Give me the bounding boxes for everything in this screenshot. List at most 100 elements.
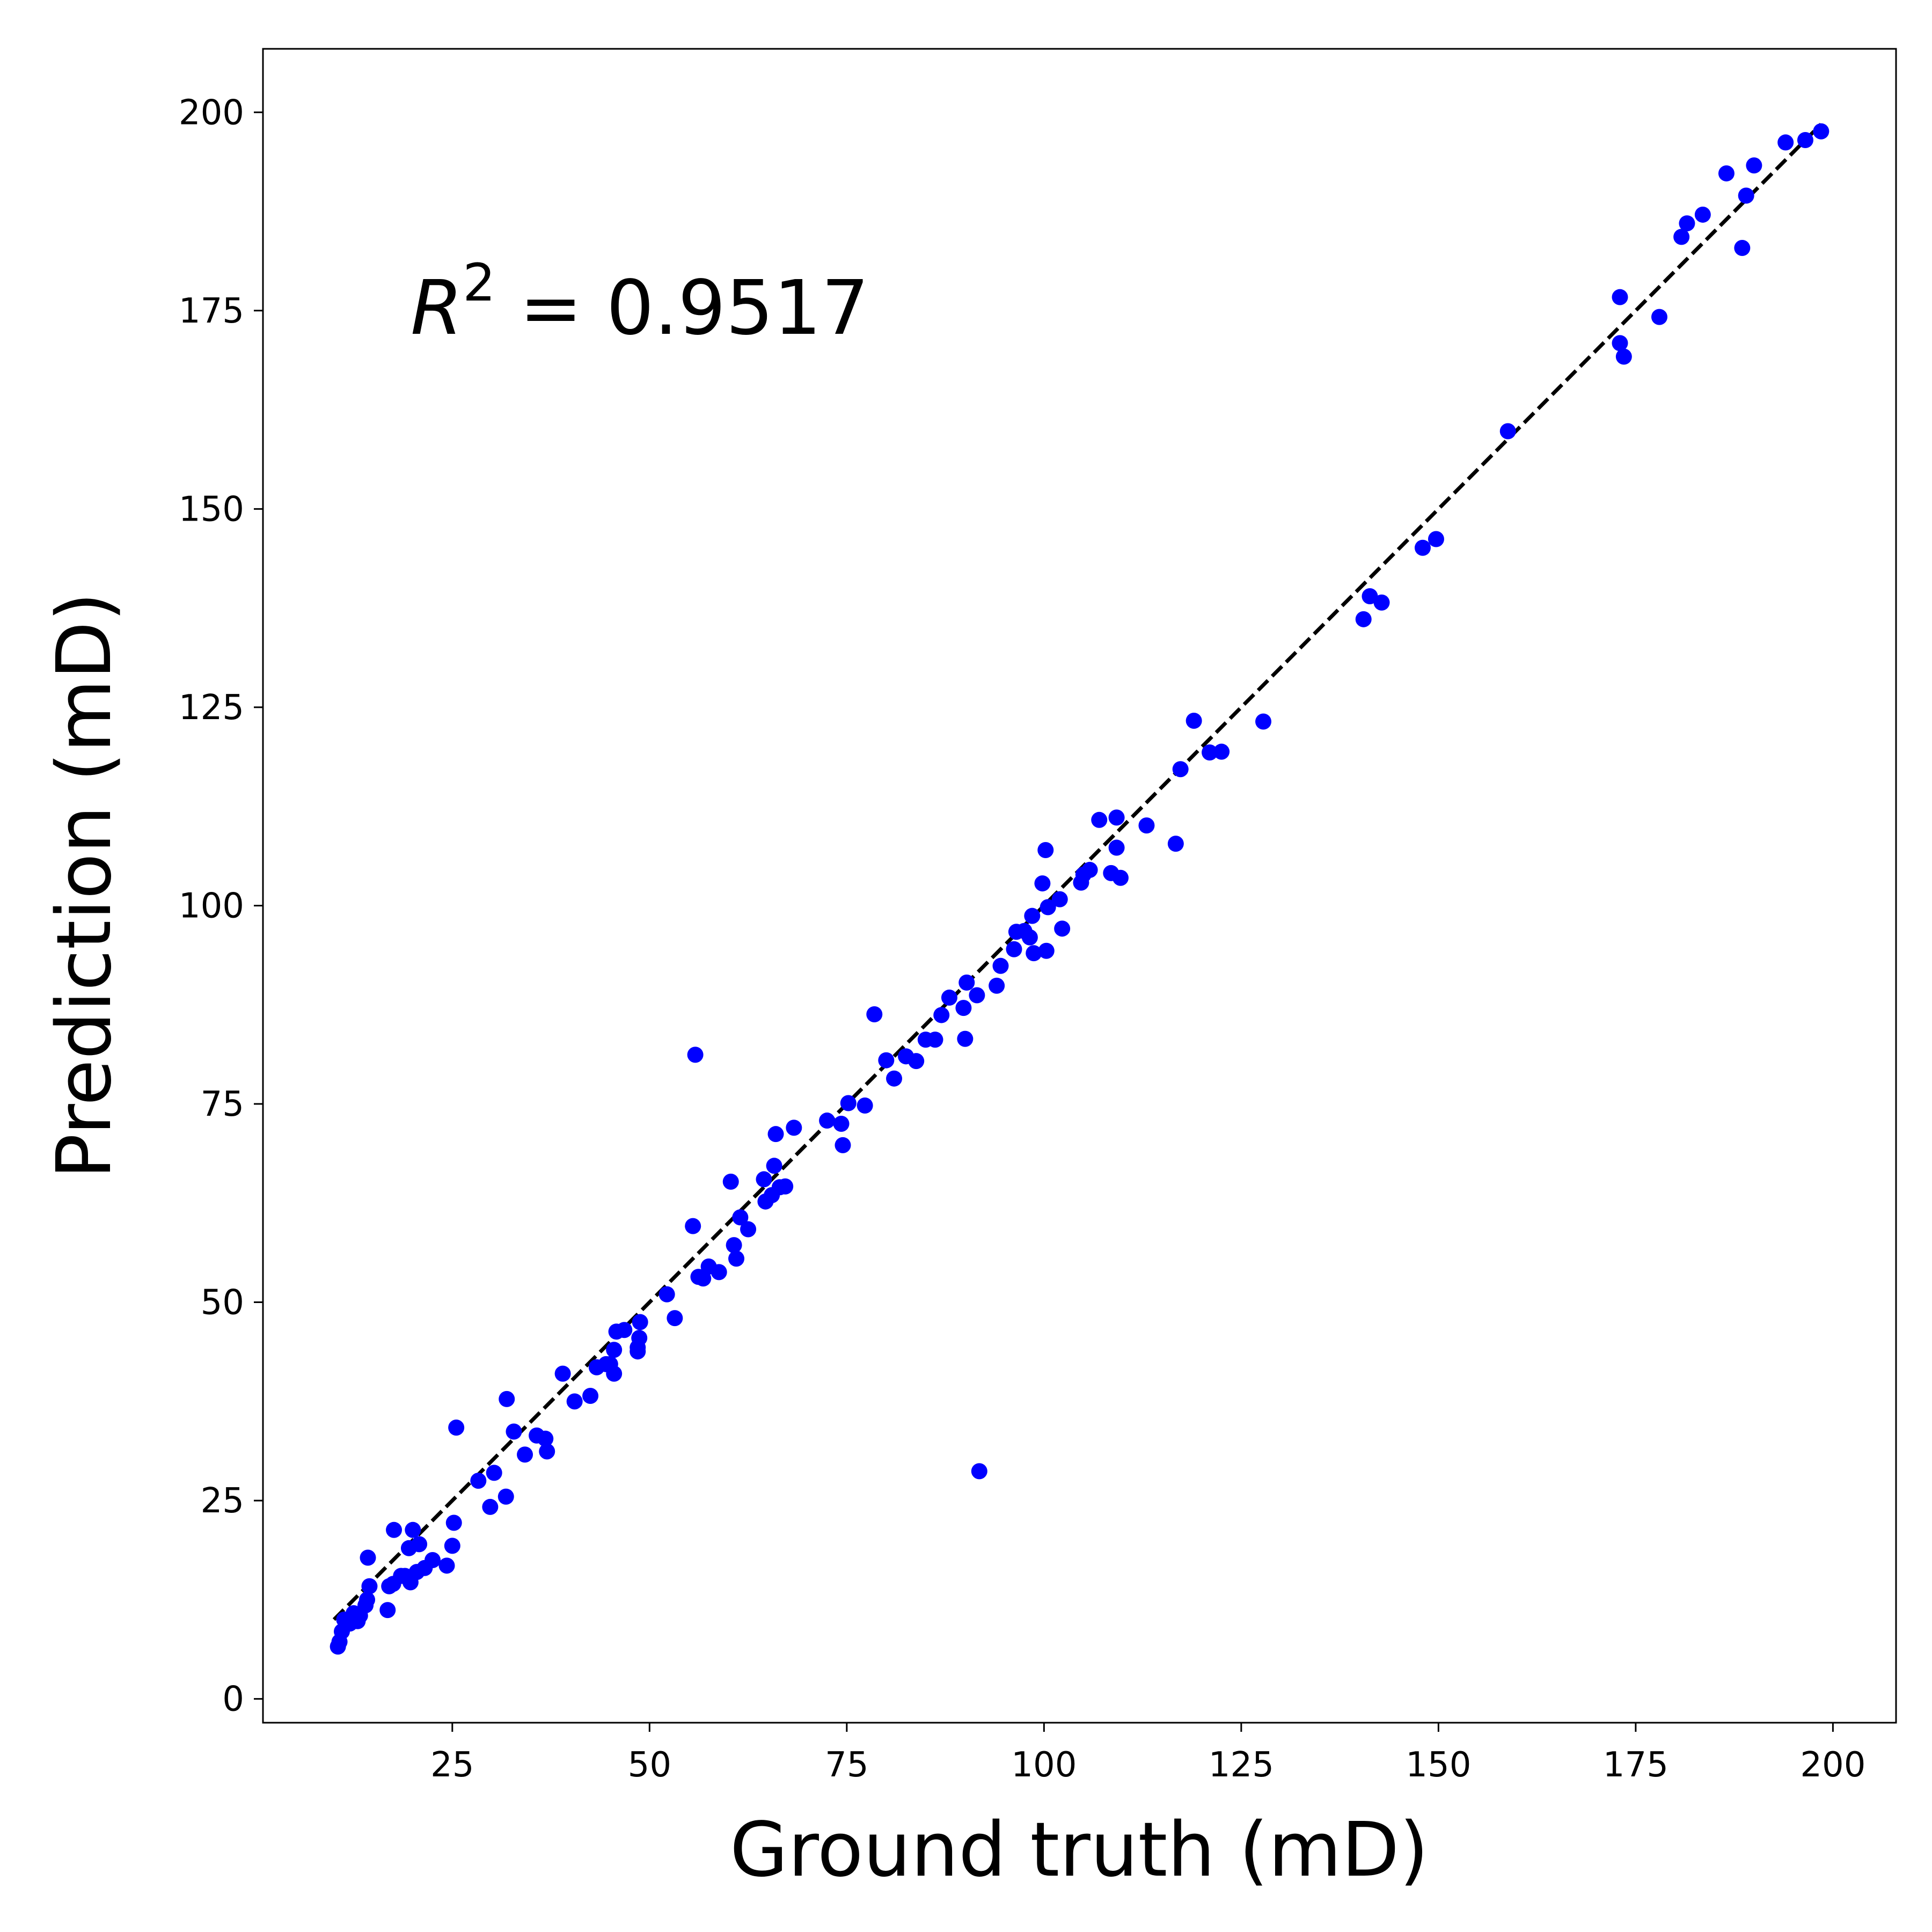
- data-point: [687, 1046, 704, 1063]
- data-point: [1612, 289, 1628, 305]
- data-point: [667, 1310, 683, 1327]
- data-point: [1373, 594, 1390, 611]
- data-point: [767, 1126, 784, 1143]
- data-point: [1167, 836, 1184, 852]
- data-point: [819, 1113, 836, 1129]
- data-point: [1694, 206, 1711, 223]
- y-tick-label: 100: [179, 886, 244, 926]
- data-point: [1021, 929, 1038, 946]
- data-point: [866, 1006, 883, 1022]
- data-point: [1738, 187, 1754, 204]
- data-point: [632, 1314, 648, 1330]
- data-point: [1054, 920, 1071, 937]
- data-point: [957, 1030, 974, 1047]
- data-point: [728, 1250, 745, 1267]
- x-tick-label: 25: [430, 1745, 474, 1785]
- data-points-layer: [330, 123, 1829, 1655]
- x-tick-label: 100: [1011, 1745, 1077, 1785]
- x-tick-label: 150: [1406, 1745, 1471, 1785]
- data-point: [482, 1498, 499, 1515]
- data-point: [941, 989, 957, 1006]
- x-axis-ticks: 25 50 75 100 125 150 175 200: [430, 1723, 1865, 1785]
- x-tick-label: 50: [628, 1745, 671, 1785]
- data-point: [1026, 945, 1042, 962]
- data-point: [766, 1158, 782, 1174]
- data-point: [1362, 588, 1378, 604]
- data-point: [582, 1387, 599, 1404]
- data-point: [360, 1549, 376, 1566]
- x-tick-label: 200: [1800, 1745, 1865, 1785]
- data-point: [405, 1521, 421, 1538]
- data-point: [1024, 908, 1041, 924]
- data-point: [486, 1465, 502, 1481]
- data-point: [1108, 839, 1125, 856]
- y-tick-label: 0: [222, 1680, 244, 1719]
- data-point: [1006, 941, 1022, 957]
- x-tick-label: 175: [1603, 1745, 1668, 1785]
- y-tick-label: 25: [201, 1481, 244, 1521]
- x-axis-title: Ground truth (mD): [730, 1806, 1429, 1894]
- data-point: [740, 1221, 757, 1238]
- y-tick-label: 50: [201, 1283, 244, 1323]
- data-point: [537, 1430, 554, 1447]
- data-point: [992, 957, 1009, 974]
- data-point: [359, 1591, 376, 1608]
- data-point: [840, 1095, 857, 1111]
- x-tick-label: 75: [825, 1745, 868, 1785]
- data-point: [777, 1178, 794, 1195]
- data-point: [1051, 891, 1068, 908]
- data-point: [722, 1173, 739, 1190]
- data-point: [1499, 423, 1516, 440]
- data-point: [955, 1000, 972, 1016]
- data-point: [554, 1365, 571, 1382]
- y-tick-label: 150: [179, 489, 244, 529]
- data-point: [566, 1393, 583, 1410]
- data-point: [1734, 240, 1751, 257]
- data-point: [1038, 942, 1055, 959]
- data-point: [497, 1488, 514, 1505]
- data-point: [616, 1322, 633, 1338]
- data-point: [1355, 611, 1372, 627]
- data-point: [1612, 335, 1628, 352]
- data-point: [833, 1115, 850, 1132]
- data-point: [1673, 229, 1690, 245]
- data-point: [1428, 531, 1444, 547]
- data-point: [1037, 841, 1054, 858]
- data-point: [1091, 811, 1108, 828]
- data-point: [379, 1602, 396, 1619]
- y-tick-label: 125: [179, 688, 244, 728]
- data-point: [878, 1052, 895, 1069]
- data-point: [658, 1286, 675, 1302]
- data-point: [958, 974, 975, 991]
- data-point: [1138, 817, 1155, 834]
- data-point: [685, 1218, 701, 1234]
- data-point: [786, 1119, 802, 1136]
- y-axis-title: Prediction (mD): [41, 592, 128, 1179]
- data-point: [1615, 348, 1632, 365]
- data-point: [971, 1463, 987, 1480]
- data-point: [1213, 743, 1230, 760]
- data-point: [1718, 165, 1735, 182]
- data-point: [857, 1097, 873, 1114]
- x-tick-label: 125: [1209, 1745, 1274, 1785]
- data-point: [470, 1473, 487, 1489]
- data-point: [756, 1171, 772, 1188]
- data-point: [448, 1419, 465, 1436]
- y-axis-ticks: 0 25 50 75 100 125 150 175 200: [179, 93, 263, 1719]
- y-tick-label: 75: [201, 1085, 244, 1124]
- data-point: [1202, 744, 1218, 761]
- data-point: [732, 1209, 749, 1226]
- data-point: [606, 1342, 623, 1358]
- data-point: [631, 1330, 648, 1346]
- y-tick-label: 175: [179, 291, 244, 331]
- data-point: [908, 1053, 925, 1070]
- data-point: [969, 987, 985, 1004]
- data-point: [444, 1538, 460, 1554]
- data-point: [1255, 713, 1272, 730]
- data-point: [506, 1423, 522, 1440]
- data-point: [1034, 875, 1051, 892]
- data-point: [1081, 861, 1098, 878]
- data-point: [927, 1031, 943, 1048]
- data-point: [1185, 713, 1202, 729]
